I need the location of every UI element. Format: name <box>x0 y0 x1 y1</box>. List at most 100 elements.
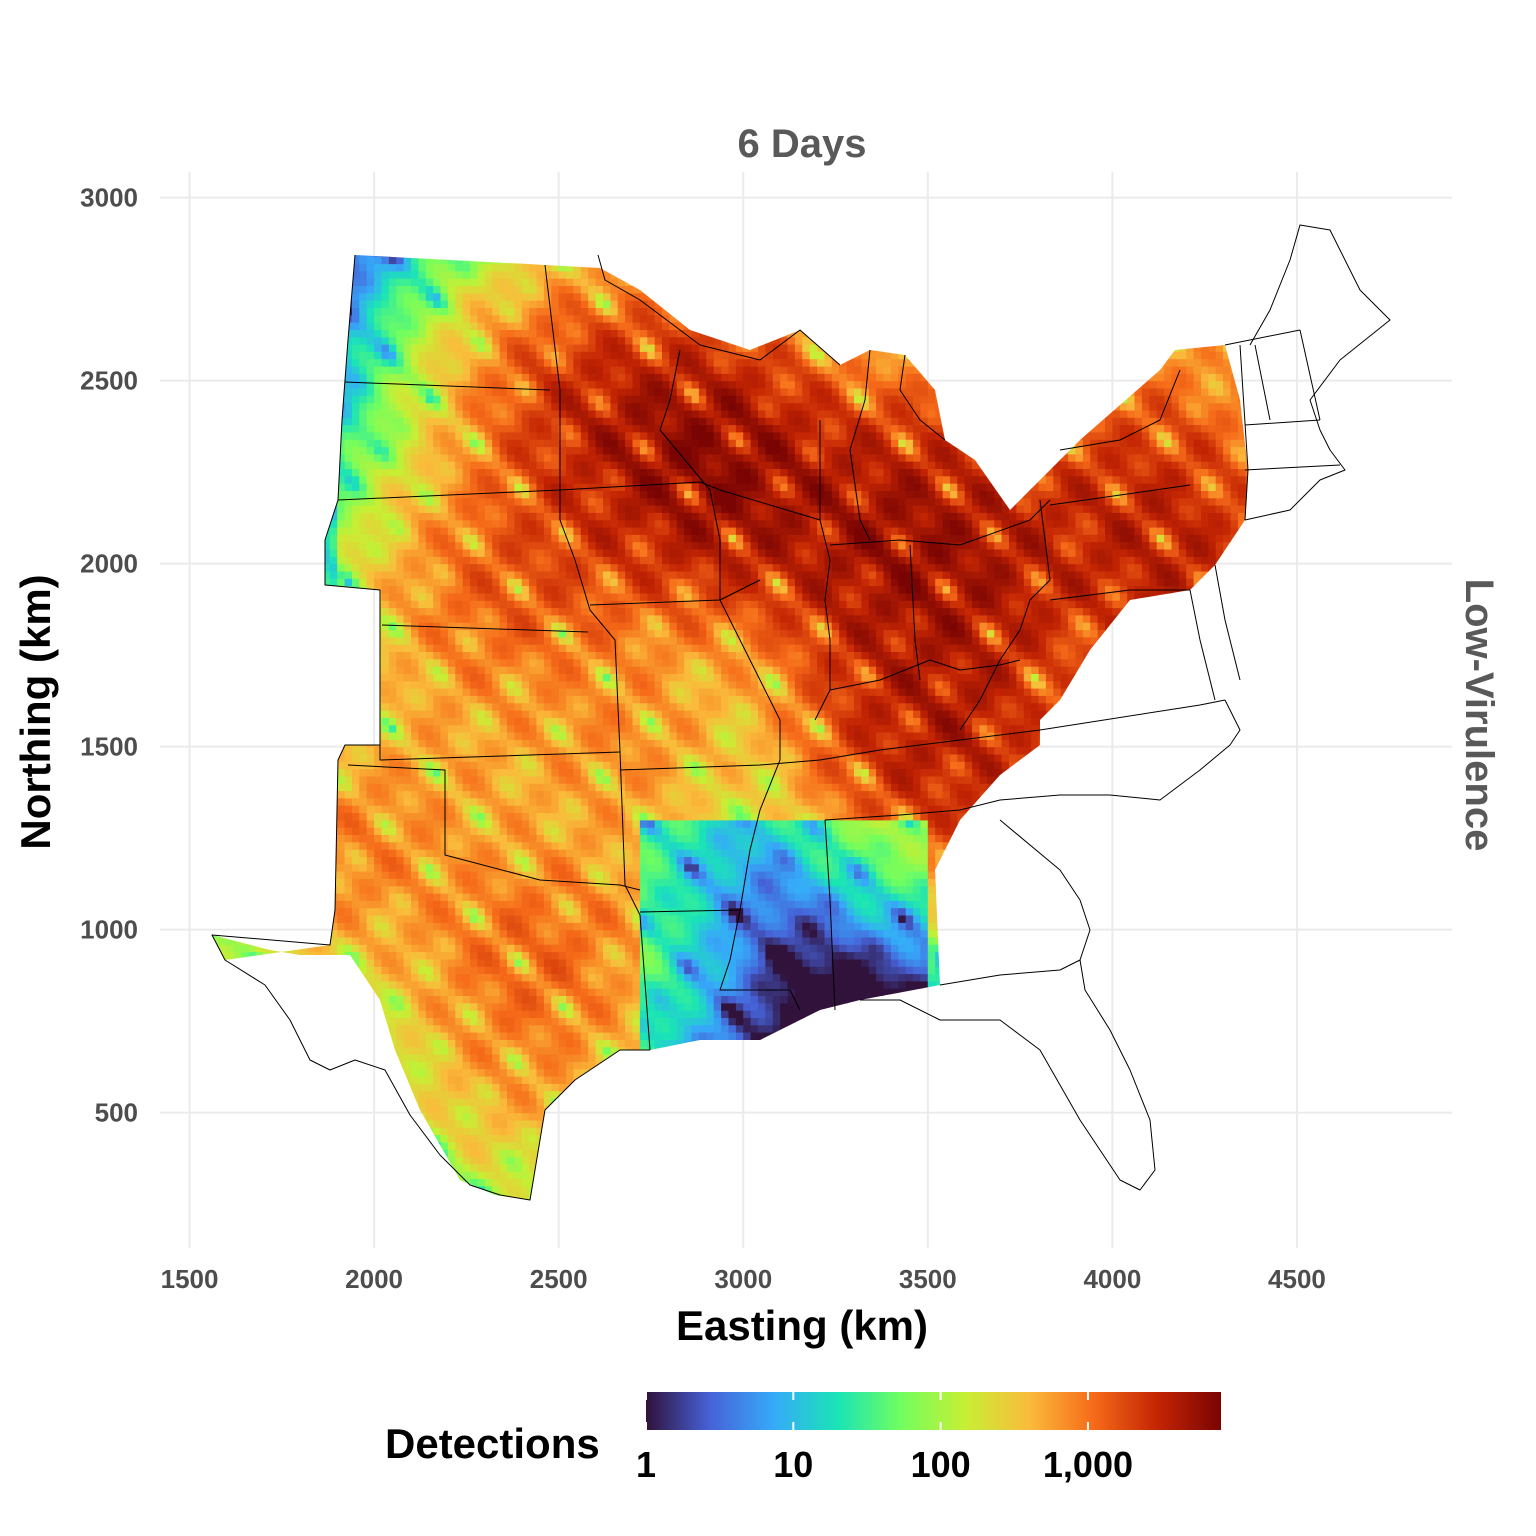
raster-cell <box>344 790 353 799</box>
raster-cell <box>292 871 301 879</box>
raster-cell <box>285 351 294 360</box>
raster-cell <box>447 980 456 989</box>
raster-cell <box>300 856 309 865</box>
raster-cell <box>396 278 405 286</box>
raster-cell <box>440 1105 449 1114</box>
raster-cell <box>388 768 397 777</box>
raster-cell <box>256 578 264 587</box>
raster-cell <box>219 322 228 330</box>
raster-cell <box>425 512 434 521</box>
raster-cell <box>322 278 331 286</box>
raster-cell <box>433 1010 442 1018</box>
raster-cell <box>315 1171 323 1179</box>
raster-cell <box>359 358 368 367</box>
raster-cell <box>263 1171 272 1179</box>
raster-cell <box>322 1222 330 1230</box>
raster-cell <box>403 1171 412 1179</box>
raster-cell <box>241 402 250 411</box>
raster-cell <box>197 688 205 696</box>
raster-cell <box>455 1068 464 1077</box>
raster-cell <box>315 256 323 265</box>
raster-cell <box>352 1163 360 1172</box>
raster-cell <box>455 775 464 784</box>
raster-cell <box>447 351 456 360</box>
raster-cell <box>219 827 228 835</box>
raster-cell <box>226 424 235 433</box>
raster-cell <box>212 673 213 682</box>
raster-cell <box>403 849 412 857</box>
raster-cell <box>344 922 353 931</box>
raster-cell <box>462 1068 471 1077</box>
raster-cell <box>226 915 235 923</box>
raster-cell <box>352 1039 360 1048</box>
raster-cell <box>396 1039 405 1048</box>
raster-cell <box>197 1222 205 1230</box>
raster-cell <box>219 980 228 989</box>
raster-cell <box>241 849 250 857</box>
raster-cell <box>322 270 331 279</box>
raster-cell <box>425 688 434 696</box>
raster-cell <box>197 395 205 403</box>
raster-cell <box>256 812 264 821</box>
raster-cell <box>212 1076 213 1084</box>
raster-cell <box>418 563 427 572</box>
raster-cell <box>241 768 250 777</box>
raster-cell <box>455 585 464 594</box>
raster-cell <box>212 351 220 360</box>
raster-cell <box>241 512 250 521</box>
raster-cell <box>388 834 397 843</box>
raster-cell <box>197 417 205 425</box>
raster-cell <box>440 424 449 433</box>
raster-cell <box>315 475 323 484</box>
raster-cell <box>226 622 235 631</box>
raster-cell <box>433 1134 442 1143</box>
raster-cell <box>425 1068 434 1077</box>
raster-cell <box>381 885 390 894</box>
raster-cell <box>212 570 220 579</box>
raster-cell <box>292 461 301 469</box>
raster-cell <box>374 1112 383 1121</box>
raster-cell <box>352 710 360 718</box>
raster-cell <box>270 402 279 411</box>
raster-cell <box>226 285 235 294</box>
raster-cell <box>440 402 449 411</box>
raster-cell <box>388 263 397 272</box>
raster-cell <box>212 995 220 1004</box>
raster-cell <box>440 519 449 528</box>
raster-cell <box>411 1215 419 1223</box>
raster-cell <box>292 900 301 909</box>
raster-cell <box>403 453 412 462</box>
raster-cell <box>344 1039 353 1048</box>
raster-cell <box>285 753 294 762</box>
raster-cell <box>241 1002 250 1011</box>
raster-cell <box>278 966 287 975</box>
raster-cell <box>241 834 250 843</box>
raster-cell <box>396 600 405 609</box>
raster-cell <box>433 270 442 279</box>
raster-cell <box>197 769 205 777</box>
raster-cell <box>226 1039 235 1048</box>
raster-cell <box>226 1171 235 1179</box>
raster-cell <box>337 1032 346 1040</box>
raster-cell <box>241 563 250 572</box>
raster-cell <box>359 387 368 396</box>
raster-cell <box>381 1032 390 1040</box>
raster-cell <box>248 944 257 953</box>
raster-cell <box>233 995 242 1004</box>
raster-cell <box>270 1061 279 1070</box>
raster-cell <box>197 1193 205 1201</box>
raster-cell <box>226 812 235 821</box>
raster-cell <box>388 387 397 396</box>
raster-cell <box>374 1171 383 1179</box>
raster-cell <box>278 585 287 594</box>
raster-cell <box>307 622 316 631</box>
raster-cell <box>256 512 264 521</box>
raster-cell <box>190 776 198 784</box>
raster-cell <box>197 1054 205 1062</box>
raster-cell <box>248 1178 257 1187</box>
raster-cell <box>219 988 228 996</box>
raster-cell <box>233 1032 242 1040</box>
raster-cell <box>381 863 390 872</box>
raster-cell <box>447 827 456 835</box>
raster-cell <box>322 1119 331 1128</box>
